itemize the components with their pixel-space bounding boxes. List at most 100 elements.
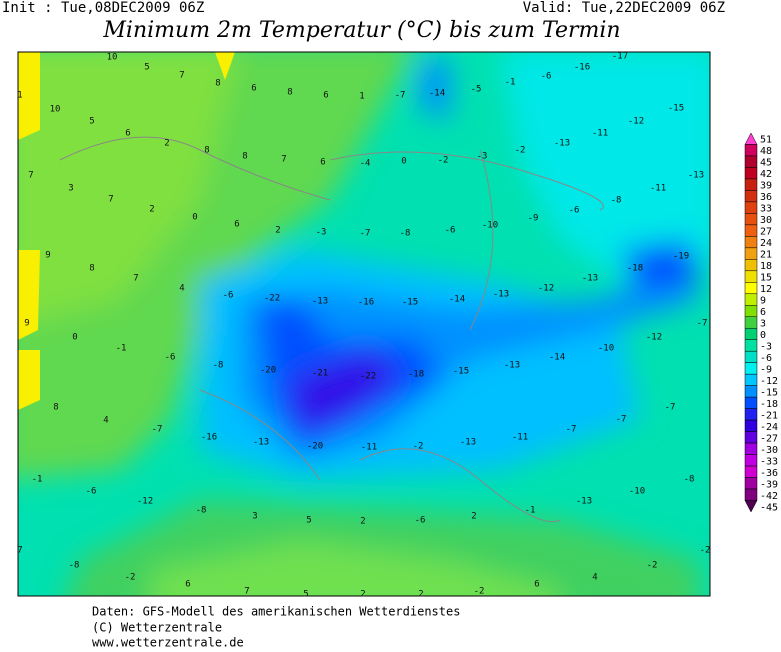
map-value: -3 — [316, 228, 327, 238]
colorbar-label: -39 — [760, 479, 778, 490]
colorbar-swatch — [744, 477, 758, 490]
map-value: 8 — [89, 264, 94, 274]
map-value: -12 — [646, 333, 662, 343]
colorbar-label: 33 — [760, 204, 772, 215]
colorbar-label: -12 — [760, 376, 778, 387]
map-value: 9 — [45, 251, 50, 261]
colorbar-label: 36 — [760, 192, 772, 203]
map-value: 4 — [592, 573, 597, 583]
map-value: -7 — [665, 403, 676, 413]
colorbar-swatch — [744, 350, 758, 363]
map-value: -22 — [264, 294, 280, 304]
map-value: -13 — [504, 361, 520, 371]
map-value: 2 — [360, 517, 365, 527]
map-value: 0 — [192, 213, 197, 223]
colorbar-label: -3 — [760, 341, 772, 352]
map-value: 7 — [133, 274, 138, 284]
colorbar-label: 18 — [760, 261, 772, 272]
map-value: 8 — [53, 403, 58, 413]
map-value: -22 — [360, 372, 376, 382]
map-value: -16 — [358, 298, 374, 308]
map-value: -13 — [554, 139, 570, 149]
map-value: 0 — [72, 333, 77, 343]
map-value: -20 — [260, 366, 276, 376]
colorbar-swatch — [744, 247, 758, 260]
colorbar-label: -42 — [760, 491, 778, 502]
map-value: -1 — [32, 475, 43, 485]
map-value: 1 — [359, 92, 364, 102]
colorbar-label: 42 — [760, 169, 772, 180]
map-value: -12 — [628, 117, 644, 127]
colorbar-label: -33 — [760, 456, 778, 467]
map-value: 5 — [144, 63, 149, 73]
map-value: -18 — [627, 264, 643, 274]
map-value: 2 — [360, 590, 365, 600]
map-value: 7 — [179, 71, 184, 81]
map-value: 2 — [149, 205, 154, 215]
colorbar-label: -36 — [760, 468, 778, 479]
map-value: 8 — [242, 152, 247, 162]
map-value: 5 — [306, 516, 311, 526]
colorbar-swatch — [744, 454, 758, 467]
colorbar-swatch — [744, 396, 758, 409]
map-value: -14 — [429, 89, 445, 99]
map-value: 10 — [107, 53, 118, 63]
map-value: -8 — [213, 361, 224, 371]
map-value: 2 — [275, 226, 280, 236]
map-value: -3 — [477, 152, 488, 162]
map-value: -7 — [697, 319, 708, 329]
map-value: -6 — [223, 291, 234, 301]
map-value: -13 — [460, 438, 476, 448]
map-value: 3 — [252, 512, 257, 522]
map-value: -6 — [165, 353, 176, 363]
map-value: -6 — [569, 206, 580, 216]
colorbar-swatch — [744, 431, 758, 444]
map-value: 4 — [103, 416, 108, 426]
map-value: 6 — [320, 158, 325, 168]
map-value: 8 — [287, 88, 292, 98]
map-value: -17 — [612, 52, 628, 62]
colorbar-label: 48 — [760, 146, 772, 157]
map-value: -10 — [598, 344, 614, 354]
map-value: -8 — [684, 475, 695, 485]
map-value: -13 — [688, 171, 704, 181]
map-value: -7 — [360, 229, 371, 239]
map-frame — [17, 51, 711, 597]
colorbar-label: 12 — [760, 284, 772, 295]
footer-line: (C) Wetterzentrale — [92, 621, 222, 635]
map-value: 7 — [244, 587, 249, 597]
colorbar-swatch — [744, 155, 758, 168]
map-value: 1 — [17, 91, 22, 101]
colorbar-label: -45 — [760, 502, 778, 513]
map-value: -15 — [402, 298, 418, 308]
map-value: -8 — [69, 561, 80, 571]
colorbar-swatch — [744, 270, 758, 283]
colorbar-label: -9 — [760, 364, 772, 375]
map-value: -6 — [86, 487, 97, 497]
colorbar-swatch — [744, 259, 758, 272]
map-value: -13 — [312, 297, 328, 307]
map-value: 7 — [17, 546, 22, 556]
map-value: 3 — [68, 184, 73, 194]
map-value: 2 — [164, 139, 169, 149]
map-value: -15 — [453, 367, 469, 377]
map — [18, 52, 710, 596]
colorbar-swatch — [744, 282, 758, 295]
colorbar-swatch — [744, 442, 758, 455]
map-value: -20 — [307, 442, 323, 452]
map-value: 8 — [215, 79, 220, 89]
colorbar-swatch — [744, 500, 758, 513]
colorbar-swatch — [744, 201, 758, 214]
map-value: 6 — [534, 580, 539, 590]
colorbar: 51484542393633302724211815129630-3-6-9-1… — [744, 132, 778, 513]
colorbar-swatch — [744, 132, 758, 145]
footer-line: Daten: GFS-Modell des amerikanischen Wet… — [92, 605, 460, 619]
colorbar-label: -21 — [760, 410, 778, 421]
map-value: -18 — [408, 370, 424, 380]
colorbar-swatch — [744, 465, 758, 478]
colorbar-swatch — [744, 362, 758, 375]
map-value: -2 — [125, 573, 136, 583]
map-value: -2 — [413, 442, 424, 452]
map-value: -11 — [592, 129, 608, 139]
